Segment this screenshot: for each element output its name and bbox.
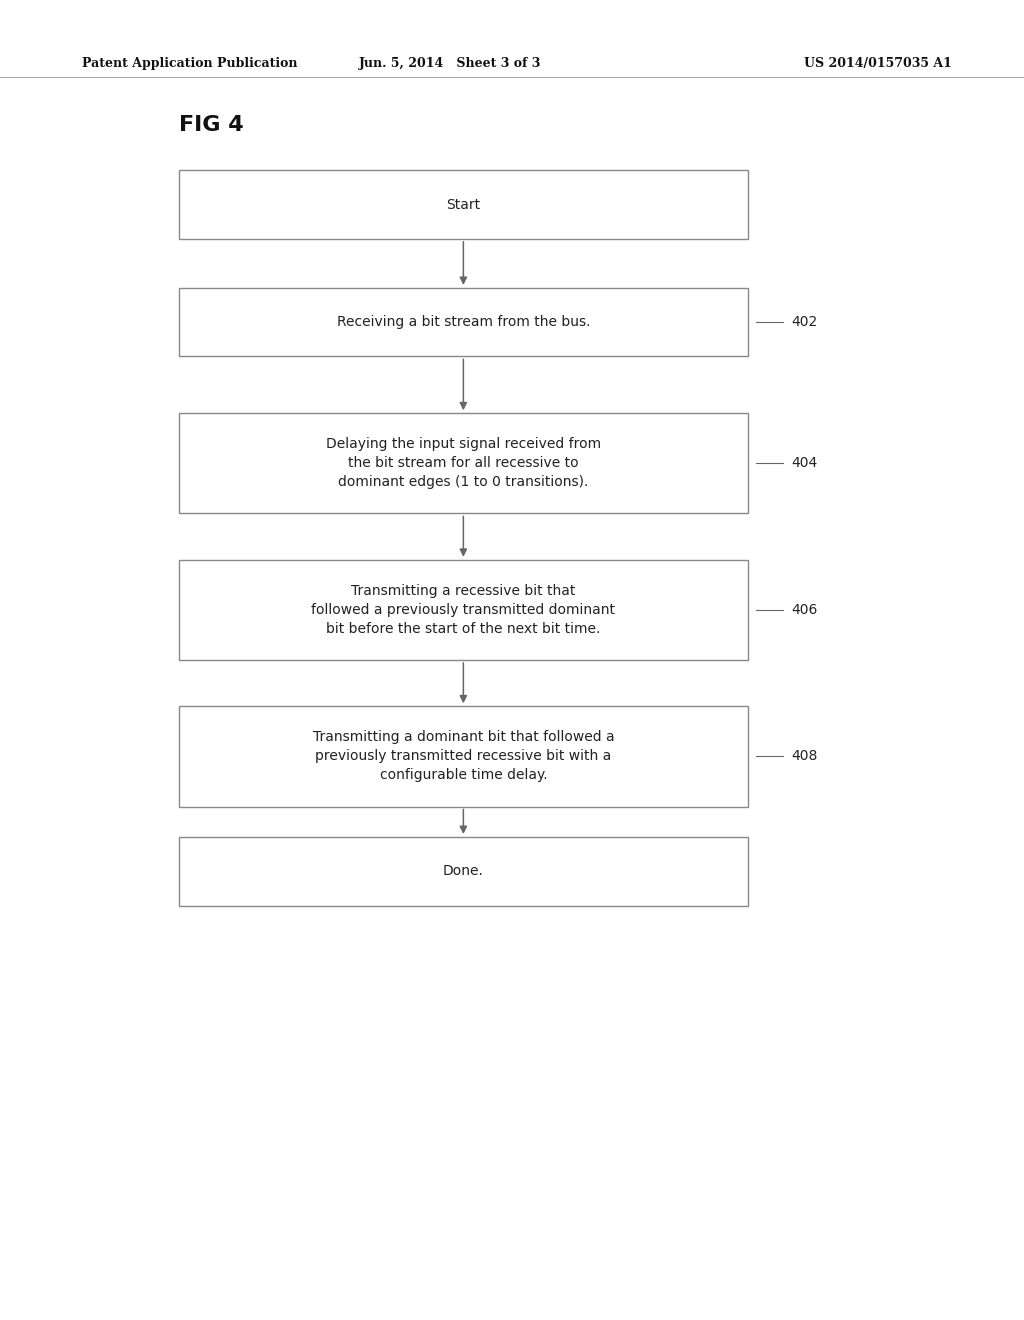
Text: Patent Application Publication: Patent Application Publication bbox=[82, 57, 297, 70]
Text: Receiving a bit stream from the bus.: Receiving a bit stream from the bus. bbox=[337, 315, 590, 329]
Text: 406: 406 bbox=[792, 603, 818, 616]
Text: 408: 408 bbox=[792, 750, 818, 763]
Text: US 2014/0157035 A1: US 2014/0157035 A1 bbox=[805, 57, 952, 70]
Bar bbox=[179, 837, 748, 906]
Text: Transmitting a recessive bit that
followed a previously transmitted dominant
bit: Transmitting a recessive bit that follow… bbox=[311, 583, 615, 636]
Bar bbox=[179, 706, 748, 807]
Text: Jun. 5, 2014   Sheet 3 of 3: Jun. 5, 2014 Sheet 3 of 3 bbox=[359, 57, 542, 70]
Bar bbox=[179, 413, 748, 513]
Text: 404: 404 bbox=[792, 457, 818, 470]
Text: FIG 4: FIG 4 bbox=[179, 115, 244, 136]
Text: 402: 402 bbox=[792, 315, 818, 329]
Text: Transmitting a dominant bit that followed a
previously transmitted recessive bit: Transmitting a dominant bit that followe… bbox=[312, 730, 614, 783]
Text: Start: Start bbox=[446, 198, 480, 211]
Bar bbox=[179, 288, 748, 356]
Bar bbox=[179, 560, 748, 660]
Text: Delaying the input signal received from
the bit stream for all recessive to
domi: Delaying the input signal received from … bbox=[326, 437, 601, 490]
Bar bbox=[179, 170, 748, 239]
Text: Done.: Done. bbox=[443, 865, 483, 878]
